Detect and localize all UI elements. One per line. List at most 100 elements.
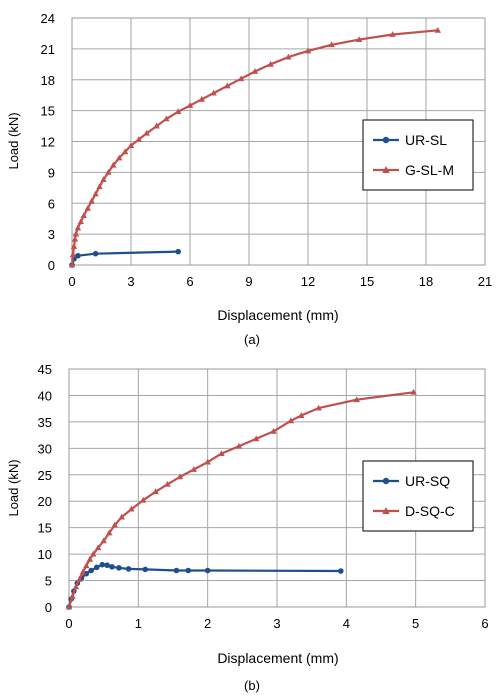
legend-box [362, 460, 474, 532]
y-tick-label: 3 [48, 227, 55, 242]
data-point [389, 31, 396, 37]
x-tick-label: 15 [360, 274, 374, 289]
legend: UR-SQ D-SQ-C [362, 460, 474, 532]
data-point [92, 190, 99, 197]
data-point [224, 82, 231, 89]
legend-label: UR-SQ [405, 473, 450, 489]
legend-marker [382, 477, 390, 485]
data-point [237, 75, 245, 82]
plot-area-frame [68, 368, 486, 608]
data-point [100, 537, 107, 544]
data-point [80, 212, 87, 218]
data-point [163, 115, 170, 122]
data-point [304, 47, 312, 54]
data-point [298, 412, 305, 418]
x-tick-label: 2 [204, 616, 211, 631]
data-point [100, 176, 107, 182]
y-tick-label: 20 [38, 494, 52, 509]
data-point [83, 570, 90, 577]
legend: UR-SL G-SL-M [362, 119, 474, 191]
data-point [328, 41, 335, 48]
data-point [69, 593, 76, 599]
x-axis-label: Displacement (mm) [217, 307, 338, 323]
data-point [285, 53, 292, 60]
data-point [355, 36, 363, 43]
x-tick-label: 12 [301, 274, 315, 289]
data-point [111, 521, 118, 528]
x-tick-label: 3 [127, 274, 134, 289]
data-point [74, 224, 82, 231]
legend-marker [382, 166, 390, 173]
tick-labels: 0 3 6 9 12 15 18 21 0 3 6 9 12 15 18 21 24 [41, 11, 493, 289]
data-point [118, 513, 125, 520]
series-d-sq-c [65, 388, 417, 610]
data-point [210, 89, 217, 96]
data-point [173, 567, 180, 574]
data-point [175, 108, 182, 115]
data-point [99, 561, 106, 568]
x-tick-label: 18 [419, 274, 433, 289]
data-point [253, 435, 260, 442]
series-ur-sq [66, 561, 344, 610]
data-point [84, 204, 91, 211]
legend-box [362, 119, 474, 191]
data-point [353, 396, 360, 403]
legend-label: D-SQ-C [405, 503, 455, 519]
data-point [139, 496, 147, 503]
data-point [186, 102, 194, 108]
data-point [152, 488, 159, 495]
data-point [190, 466, 197, 472]
x-tick-label: 0 [65, 616, 72, 631]
data-point [434, 26, 441, 33]
data-point [77, 218, 85, 225]
data-point [104, 562, 110, 569]
data-point [69, 251, 77, 258]
figure-caption: (b) [244, 678, 260, 693]
series-line [70, 250, 179, 266]
y-tick-label: 9 [48, 165, 55, 180]
data-point [125, 566, 132, 572]
data-point [121, 148, 129, 155]
data-point [128, 505, 135, 512]
data-point [185, 567, 192, 574]
x-tick-label: 6 [481, 616, 488, 631]
legend-item-g-sl-m: G-SL-M [373, 162, 454, 178]
data-point [116, 565, 122, 571]
y-tick-label: 18 [41, 73, 55, 88]
data-point [109, 564, 115, 570]
x-axis-label: Displacement (mm) [217, 650, 338, 666]
series-line [67, 391, 414, 608]
y-tick-label: 45 [38, 362, 52, 377]
legend-item-ur-sq: UR-SQ [373, 473, 450, 489]
data-point [92, 250, 99, 257]
y-tick-label: 40 [38, 388, 52, 403]
data-point [75, 252, 81, 259]
data-point [72, 230, 80, 237]
figure-caption: (a) [244, 332, 260, 347]
data-point [71, 235, 79, 242]
series-line [67, 563, 341, 608]
x-tick-label: 6 [186, 274, 193, 289]
data-series [68, 26, 441, 268]
data-point [135, 136, 143, 142]
data-point [270, 428, 277, 434]
data-point [204, 458, 211, 465]
data-point [86, 556, 93, 562]
y-tick-label: 15 [41, 104, 55, 119]
y-axis-label: Load (kN) [6, 112, 21, 169]
data-point [94, 544, 102, 551]
x-tick-label: 9 [245, 274, 252, 289]
data-point [65, 603, 73, 610]
data-point [127, 142, 135, 149]
x-tick-label: 5 [412, 616, 419, 631]
data-point [88, 197, 95, 204]
data-point [93, 564, 100, 571]
x-tick-label: 1 [135, 616, 142, 631]
data-point [267, 60, 274, 67]
data-point [79, 568, 87, 575]
data-point [337, 568, 344, 574]
data-point [105, 168, 112, 175]
x-tick-label: 3 [273, 616, 280, 631]
